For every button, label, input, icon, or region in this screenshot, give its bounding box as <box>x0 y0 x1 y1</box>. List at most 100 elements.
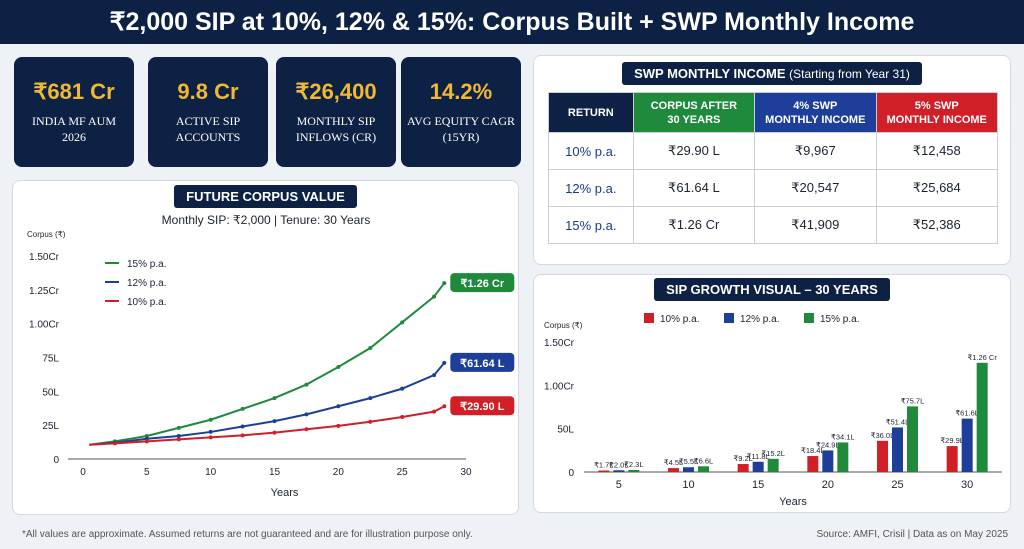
x-axis-label: Years <box>271 487 299 499</box>
swp-title: SWP MONTHLY INCOME (Starting from Year 3… <box>622 62 922 85</box>
end-label-badge <box>450 273 515 293</box>
end-label: ₹29.90 L <box>460 401 505 413</box>
swp-header-2: 4% SWP MONTHLY INCOME <box>754 92 877 133</box>
data-point <box>208 429 213 434</box>
bar-value-label: ₹2.3L <box>624 460 643 469</box>
bar <box>698 466 709 472</box>
bar <box>628 470 640 472</box>
line-chart-panel: FUTURE CORPUS VALUE Monthly SIP: ₹2,000 … <box>12 180 519 515</box>
bar-chart: Corpus (₹) 0 50L 1.00Cr 1.50Cr 10% p.a. 12% p.… <box>544 313 1002 508</box>
table-cell-corpus: ₹29.90 L <box>632 132 756 170</box>
data-point <box>240 406 245 411</box>
stat-label: INDIA MF AUM <box>31 114 116 128</box>
x-tick-label: 25 <box>891 479 903 491</box>
stat-label: INFLOWS (CR) <box>295 130 377 144</box>
swp-table: RETURN CORPUS AFTER 30 YEARS 4% SWP MONTHLY … <box>548 92 999 244</box>
legend-swatch <box>724 313 734 323</box>
bar <box>767 458 779 472</box>
data-point <box>432 373 437 378</box>
x-tick-label: 20 <box>822 479 834 491</box>
data-point <box>272 419 277 424</box>
x-tick-label: 10 <box>682 479 694 491</box>
y-tick-label: 1.50Cr <box>29 252 60 263</box>
table-cell-swp4: ₹41,909 <box>754 206 877 244</box>
x-tick-label: 30 <box>961 479 973 491</box>
end-label: ₹61.64 L <box>460 358 505 370</box>
end-label: ₹1.26 Cr <box>460 278 504 290</box>
bar-value-label: ₹29.9L <box>940 436 964 445</box>
swp-subtitle: (Starting from Year 31) <box>789 67 910 81</box>
y-tick-label: 50L <box>42 387 59 398</box>
page-title: ₹2,000 SIP at 10%, 12% & 15%: Corpus Bui… <box>0 0 1024 44</box>
stat-value: ₹681 Cr <box>33 79 115 104</box>
swp-header-0: RETURN <box>548 92 634 133</box>
bar <box>961 418 973 472</box>
bar-value-label: ₹18.4L <box>801 446 825 455</box>
bar <box>737 464 749 472</box>
bar-value-label: ₹51.4L <box>886 417 910 426</box>
end-label-badge <box>450 352 515 372</box>
bar <box>668 468 679 472</box>
legend-swatch <box>644 313 654 323</box>
data-point <box>176 437 181 442</box>
data-point <box>272 396 277 401</box>
data-point <box>208 435 213 440</box>
swp-header-1: CORPUS AFTER 30 YEARS <box>632 92 756 133</box>
data-point <box>368 396 373 401</box>
bar <box>807 456 819 472</box>
table-cell-swp4: ₹20,547 <box>754 169 877 207</box>
y-tick-label: 1.00Cr <box>544 381 575 392</box>
bar-value-label: ₹24.9L <box>816 440 840 449</box>
y-tick-label: 1.25Cr <box>29 286 60 297</box>
data-point <box>432 294 437 299</box>
swp-header-3: 5% SWP MONTHLY INCOME <box>875 92 999 133</box>
line-chart-subtitle: Monthly SIP: ₹2,000 | Tenure: 30 Years <box>162 213 371 227</box>
stat-card-equity-cagr: 14.2% AVG EQUITY CAGR (15YR) <box>401 57 521 167</box>
x-tick-label: 25 <box>397 467 409 478</box>
stat-value: ₹26,400 <box>295 79 377 104</box>
bar-value-label: ₹34.1L <box>831 432 855 441</box>
bar-value-label: ₹6.6L <box>694 456 713 465</box>
bar-value-label: ₹11.8L <box>747 452 770 461</box>
data-point <box>442 404 447 409</box>
table-cell-corpus: ₹61.64 L <box>632 169 756 207</box>
legend-swatch <box>804 313 814 323</box>
x-tick-label: 30 <box>460 467 472 478</box>
table-cell-corpus: ₹1.26 Cr <box>632 206 756 244</box>
bar <box>822 450 834 472</box>
stat-label: 2026 <box>62 130 86 144</box>
x-tick-label: 10 <box>205 467 217 478</box>
bar <box>752 461 764 472</box>
table-cell-swp5: ₹52,386 <box>875 206 999 244</box>
y-axis-label: Corpus (₹) <box>27 230 66 239</box>
line-chart: Monthly SIP: ₹2,000 | Tenure: 30 Years Co… <box>27 213 515 499</box>
data-point <box>368 419 373 424</box>
data-point <box>112 441 117 446</box>
legend-label: 15% p.a. <box>820 314 859 325</box>
data-point <box>272 430 277 435</box>
data-point <box>442 360 447 365</box>
table-cell-rate: 10% p.a. <box>548 132 634 170</box>
data-point <box>336 423 341 428</box>
legend-label: 10% p.a. <box>127 297 166 308</box>
bar-value-label: ₹36.0L <box>871 431 895 440</box>
stat-label: MONTHLY SIP <box>296 114 376 128</box>
end-label-badge <box>450 396 515 416</box>
legend-label: 15% p.a. <box>127 259 166 270</box>
table-row: 15% p.a. ₹1.26 Cr ₹41,909 ₹52,386 <box>548 206 999 244</box>
legend-label: 12% p.a. <box>127 278 166 289</box>
bar-value-label: ₹5.5L <box>679 457 698 466</box>
x-tick-label: 0 <box>80 467 86 478</box>
bar-value-label: ₹15.2L <box>761 449 785 458</box>
data-point <box>240 424 245 429</box>
bar <box>683 467 694 472</box>
legend-label: 10% p.a. <box>660 314 699 325</box>
table-cell-rate: 15% p.a. <box>548 206 634 244</box>
data-point <box>432 409 437 414</box>
y-tick-label: 25L <box>42 421 59 432</box>
stat-value: 9.8 Cr <box>177 79 239 104</box>
x-tick-label: 15 <box>752 479 764 491</box>
line-chart-title: FUTURE CORPUS VALUE <box>174 185 357 208</box>
y-tick-label: 75L <box>42 354 59 365</box>
stat-value: 14.2% <box>429 79 493 104</box>
